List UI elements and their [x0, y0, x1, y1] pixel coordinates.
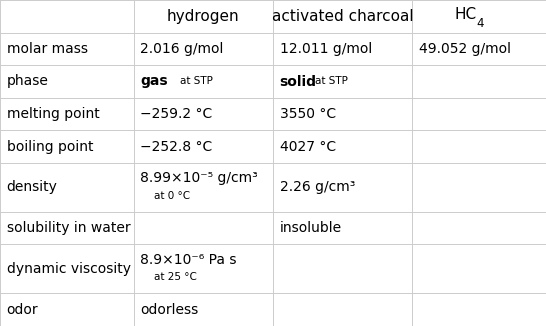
Text: odor: odor [7, 303, 38, 317]
Text: odorless: odorless [140, 303, 199, 317]
Text: 4: 4 [476, 17, 484, 30]
Text: activated charcoal: activated charcoal [272, 9, 413, 24]
Text: melting point: melting point [7, 107, 99, 121]
Text: 2.26 g/cm³: 2.26 g/cm³ [280, 181, 355, 194]
Text: molar mass: molar mass [7, 42, 87, 56]
Text: density: density [7, 181, 57, 194]
Text: 8.9×10⁻⁶ Pa s: 8.9×10⁻⁶ Pa s [140, 253, 237, 267]
Text: at STP: at STP [315, 77, 348, 86]
Text: at STP: at STP [180, 77, 212, 86]
Text: boiling point: boiling point [7, 140, 93, 154]
Text: solubility in water: solubility in water [7, 221, 130, 235]
Text: 2.016 g/mol: 2.016 g/mol [140, 42, 224, 56]
Text: −252.8 °C: −252.8 °C [140, 140, 212, 154]
Text: −259.2 °C: −259.2 °C [140, 107, 212, 121]
Text: dynamic viscosity: dynamic viscosity [7, 262, 130, 276]
Text: at 25 °C: at 25 °C [154, 272, 197, 282]
Text: HC: HC [454, 7, 476, 22]
Text: gas: gas [140, 75, 168, 88]
Text: hydrogen: hydrogen [167, 9, 240, 24]
Text: 49.052 g/mol: 49.052 g/mol [419, 42, 511, 56]
Text: insoluble: insoluble [280, 221, 342, 235]
Text: 8.99×10⁻⁵ g/cm³: 8.99×10⁻⁵ g/cm³ [140, 171, 258, 185]
Text: 4027 °C: 4027 °C [280, 140, 336, 154]
Text: 12.011 g/mol: 12.011 g/mol [280, 42, 372, 56]
Text: at 0 °C: at 0 °C [154, 191, 190, 200]
Text: 3550 °C: 3550 °C [280, 107, 336, 121]
Text: solid: solid [280, 75, 317, 88]
Text: phase: phase [7, 75, 49, 88]
